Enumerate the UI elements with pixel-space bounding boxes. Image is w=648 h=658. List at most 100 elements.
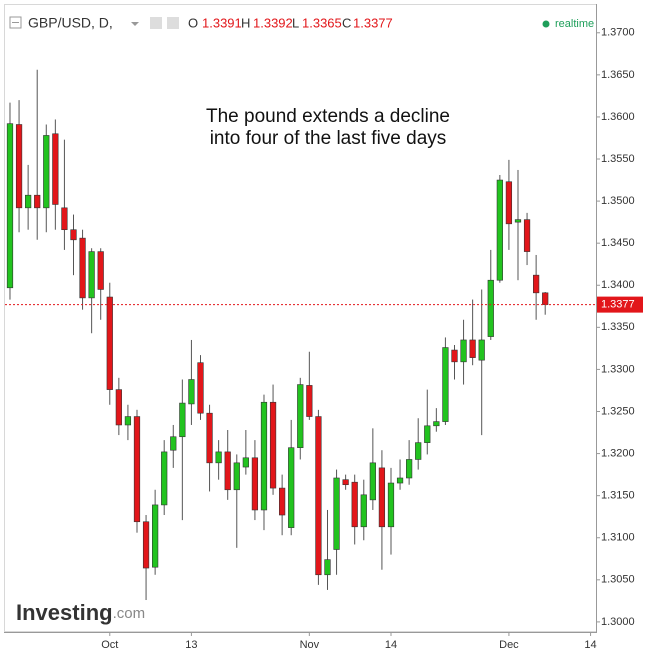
candle-body: [224, 451, 231, 491]
y-tick-label: 1.3200: [601, 447, 635, 459]
candle-body: [215, 451, 222, 464]
candle-body: [542, 292, 549, 305]
o-label: O: [188, 15, 198, 30]
annotation: The pound extends a decline: [206, 106, 450, 127]
candle-body: [161, 451, 168, 506]
candle-body: [342, 479, 349, 486]
candle-body: [106, 296, 113, 390]
y-tick-label: 1.3700: [601, 27, 635, 39]
candle-body: [360, 494, 367, 528]
settings-icon[interactable]: [150, 17, 162, 29]
candle-body: [324, 559, 331, 576]
y-tick-label: 1.3350: [601, 321, 635, 333]
candle-body: [197, 362, 204, 414]
candle-body: [351, 481, 358, 528]
last-price-label: 1.3377: [601, 299, 635, 311]
candle-body: [424, 425, 431, 443]
candle-body: [52, 133, 59, 205]
low-value: 1.3365: [302, 15, 342, 30]
h-label: H: [241, 15, 250, 30]
candle-body: [415, 442, 422, 460]
annotation: into four of the last five days: [210, 128, 447, 149]
x-tick-label: 14: [385, 639, 397, 651]
candle-body: [442, 347, 449, 422]
candle-body: [378, 467, 386, 528]
candle-body: [34, 194, 41, 209]
candle-body: [315, 416, 322, 576]
plot-frame: [4, 4, 597, 632]
dropdown-icon[interactable]: [131, 22, 139, 26]
candle-body: [115, 389, 122, 426]
y-tick-label: 1.3600: [601, 111, 635, 123]
y-tick-label: 1.3300: [601, 363, 635, 375]
close-value: 1.3377: [353, 15, 393, 30]
candle-body: [88, 251, 95, 299]
x-tick-label: 14: [584, 639, 596, 651]
candle-body: [152, 504, 159, 568]
candle-body: [70, 229, 77, 241]
candle-body: [142, 521, 150, 569]
candle-body: [61, 207, 68, 231]
candle-body: [396, 477, 404, 484]
y-tick-label: 1.3450: [601, 237, 635, 249]
candle-body: [206, 412, 213, 464]
candle-body: [6, 123, 14, 289]
candle-body: [533, 274, 540, 294]
y-tick-label: 1.3100: [601, 532, 635, 544]
candle-body: [260, 401, 268, 511]
x-tick-label: 13: [185, 639, 197, 651]
status-dot: [542, 20, 550, 28]
candle-body: [133, 416, 141, 523]
candle-body: [251, 457, 259, 511]
y-tick-label: 1.3550: [601, 153, 635, 165]
candle-body: [433, 421, 440, 427]
candle-body: [124, 416, 132, 426]
candle-body: [188, 379, 195, 405]
c-label: C: [342, 15, 351, 30]
x-tick-label: Dec: [499, 639, 519, 651]
y-tick-label: 1.3500: [601, 195, 635, 207]
l-label: L: [292, 15, 299, 30]
y-tick-label: 1.3250: [601, 405, 635, 417]
candle-body: [97, 251, 104, 290]
settings-icon[interactable]: [167, 17, 179, 29]
candle-body: [306, 385, 313, 417]
y-tick-label: 1.3050: [601, 574, 635, 586]
candle-body: [269, 401, 277, 489]
candle-body: [333, 477, 340, 550]
candle-body: [460, 339, 467, 363]
x-tick-label: Oct: [101, 639, 118, 651]
candle-body: [25, 194, 32, 209]
y-tick-label: 1.3000: [601, 616, 635, 628]
candle-body: [469, 339, 476, 358]
candle-body: [478, 339, 485, 361]
candle-body: [43, 135, 50, 209]
logo-name: Investing: [16, 600, 113, 625]
candle-body: [505, 181, 513, 225]
x-tick-label: Nov: [300, 639, 320, 651]
candle-body: [406, 459, 413, 479]
y-tick-label: 1.3400: [601, 279, 635, 291]
candle-body: [496, 179, 503, 281]
open-value: 1.3391: [202, 15, 242, 30]
status: realtime: [555, 18, 594, 30]
candle-body: [279, 487, 286, 516]
candle-body: [233, 462, 240, 491]
logo: Investing.com: [16, 600, 145, 625]
candle-body: [297, 384, 304, 448]
candle-body: [79, 237, 86, 299]
candle-body: [387, 482, 395, 528]
candle-body: [451, 349, 458, 363]
candle-body: [523, 219, 531, 252]
candle-body: [514, 219, 522, 223]
candle-body: [242, 457, 249, 468]
symbol: GBP/USD, D,: [28, 15, 113, 31]
candle-body: [369, 462, 376, 501]
high-value: 1.3392: [253, 15, 293, 30]
candle-body: [170, 436, 177, 451]
candle-body: [487, 279, 494, 337]
candle-body: [15, 124, 23, 209]
y-tick-label: 1.3650: [601, 69, 635, 81]
logo-suffix: .com: [113, 605, 146, 622]
